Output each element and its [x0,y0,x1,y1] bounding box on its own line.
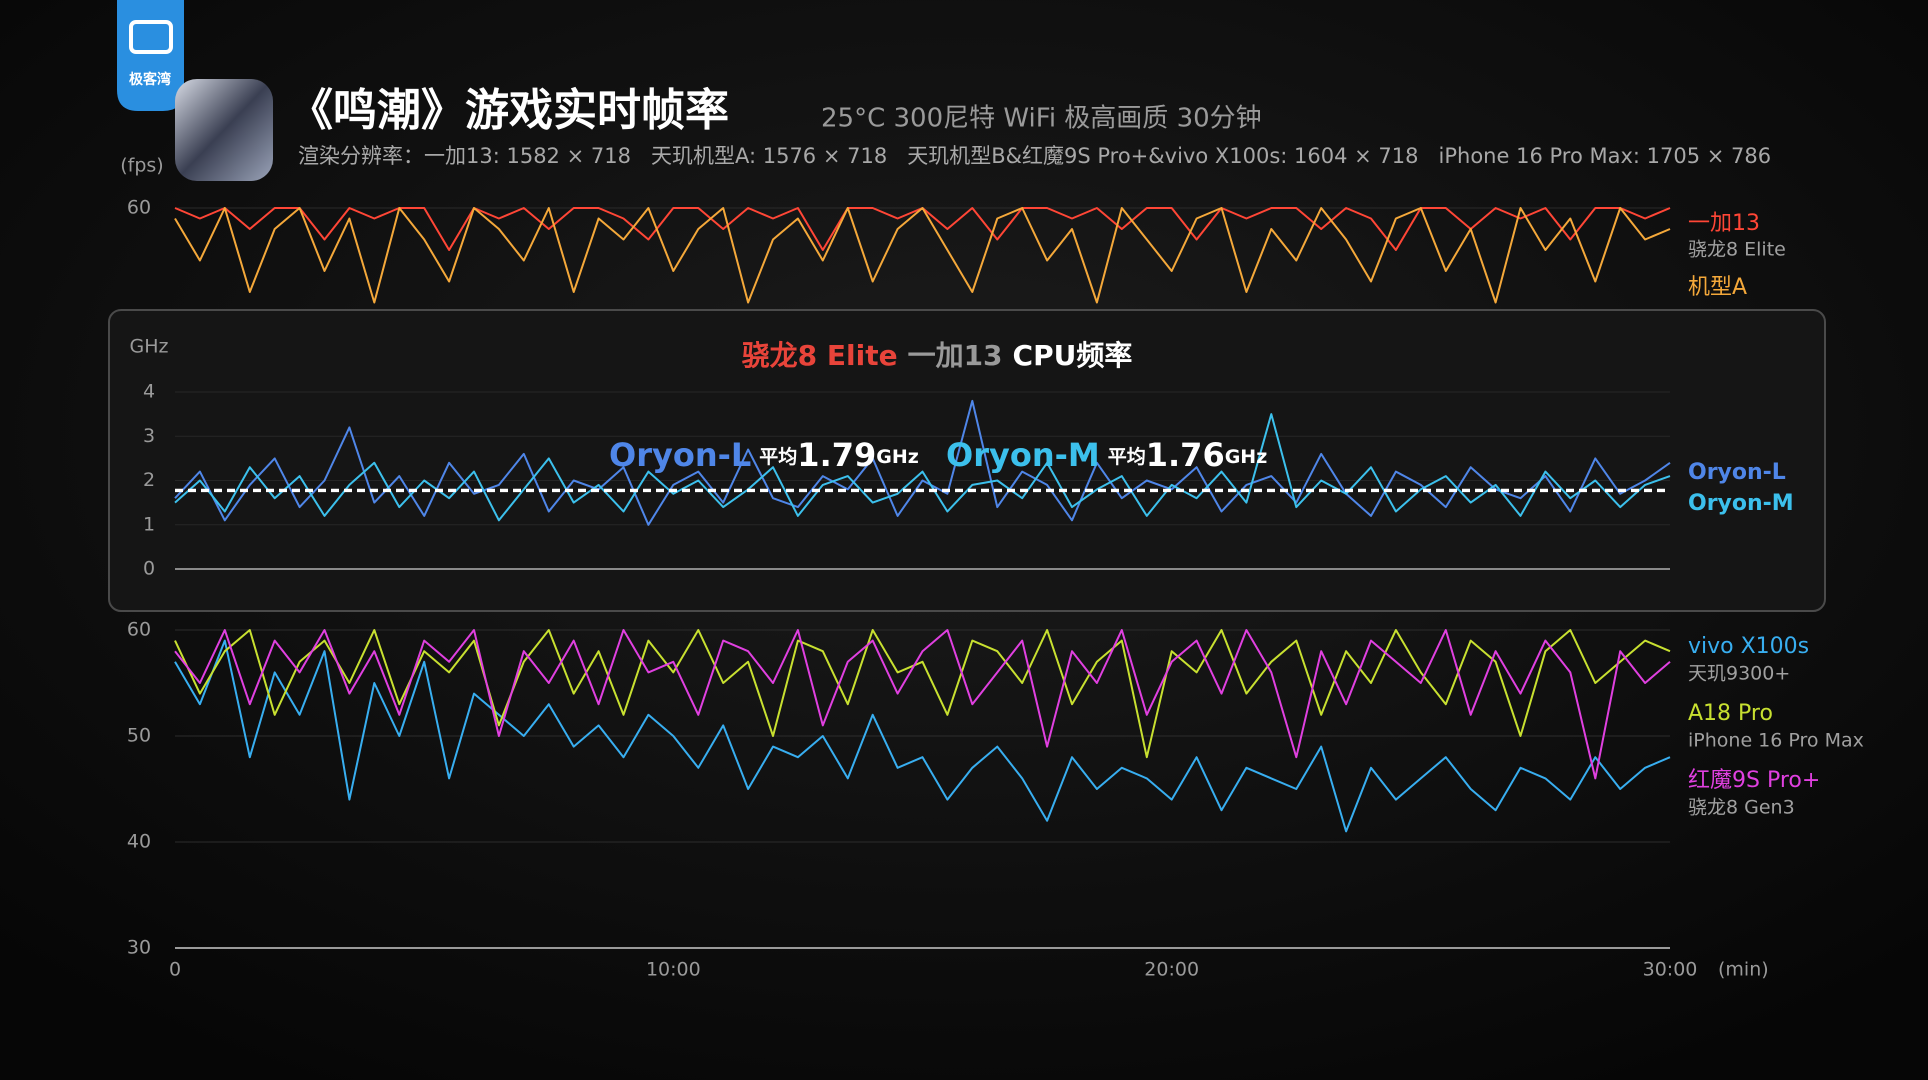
x-tick-label: 30:00 [1643,959,1698,981]
fps-chart-bottom: 30 40 50 60 0 10:00 20:00 30:00 (min) vivo X100s 天… [127,619,1864,981]
series-line [174,629,1671,759]
legend-label: Oryon-L [1688,460,1786,485]
annotation-prefix: 平均 [1108,445,1146,468]
y-axis-label: GHz [130,336,169,358]
series-line [174,399,1671,526]
x-tick-label: 0 [169,959,181,981]
annotation-series-name: Oryon-M [946,436,1100,474]
legend-label: 一加13 [1688,211,1760,236]
series-line [174,639,1671,833]
x-tick-label: 10:00 [646,959,701,981]
legend-label: 红魔9S Pro+ [1688,768,1820,793]
y-tick-label: 40 [127,831,151,853]
series-line [174,207,1671,304]
chart-title-part: 一加13 [908,339,1003,372]
annotation-prefix: 平均 [759,445,797,468]
annotation-unit: GHz [876,446,919,468]
chart-title: 骁龙8 Elite 一加13 CPU频率 [742,339,1133,372]
y-tick-label: 0 [143,558,155,580]
cpu-panel [108,309,1826,612]
x-tick-label: 20:00 [1144,959,1199,981]
y-tick-label: 2 [143,469,155,491]
legend-label: Oryon-M [1688,491,1794,516]
fps-chart-top: 60 (fps) 一加13 骁龙8 Elite 机型A [120,155,1786,304]
legend-sublabel: 天玑9300+ [1688,663,1790,685]
y-tick-label: 30 [127,937,151,959]
legend-label: vivo X100s [1688,634,1809,659]
y-tick-label: 60 [127,619,151,641]
legend-sublabel: 骁龙8 Gen3 [1688,797,1795,819]
y-tick-label: 4 [143,381,155,403]
chart-title-part: CPU频率 [1013,339,1133,372]
game-icon [175,79,273,181]
average-annotation: Oryon-M 平均1.76GHz [946,436,1267,474]
annotation-series-name: Oryon-L [609,436,751,474]
legend-sublabel: iPhone 16 Pro Max [1688,730,1864,752]
average-annotation: Oryon-L 平均1.79GHz [609,436,919,474]
annotation-average: 1.79 [797,436,876,474]
logo-badge [117,0,184,111]
y-tick-label: 1 [143,513,155,535]
annotation-unit: GHz [1225,446,1268,468]
legend-label: 机型A [1688,275,1747,300]
y-tick-label: 60 [127,197,151,219]
series-line [174,629,1671,780]
legend-sublabel: 骁龙8 Elite [1688,239,1786,261]
y-tick-label: 3 [143,425,155,447]
legend-label: A18 Pro [1688,701,1773,726]
logo-text: 极客湾 [129,71,171,88]
annotation-average: 1.76 [1146,436,1225,474]
resolution-note: 渲染分辨率：一加13: 1582 × 718 天玑机型A: 1576 × 718… [298,144,1771,168]
y-axis-label: (fps) [120,155,163,177]
page-title: 《鸣潮》游戏实时帧率 [289,85,729,136]
page-subtitle: 25°C 300尼特 WiFi 极高画质 30分钟 [821,104,1262,134]
chart-title-part: 骁龙8 Elite [742,339,898,372]
x-axis-label: (min) [1718,959,1769,981]
y-tick-label: 50 [127,725,151,747]
logo-icon [129,20,173,54]
series-line [174,413,1671,522]
